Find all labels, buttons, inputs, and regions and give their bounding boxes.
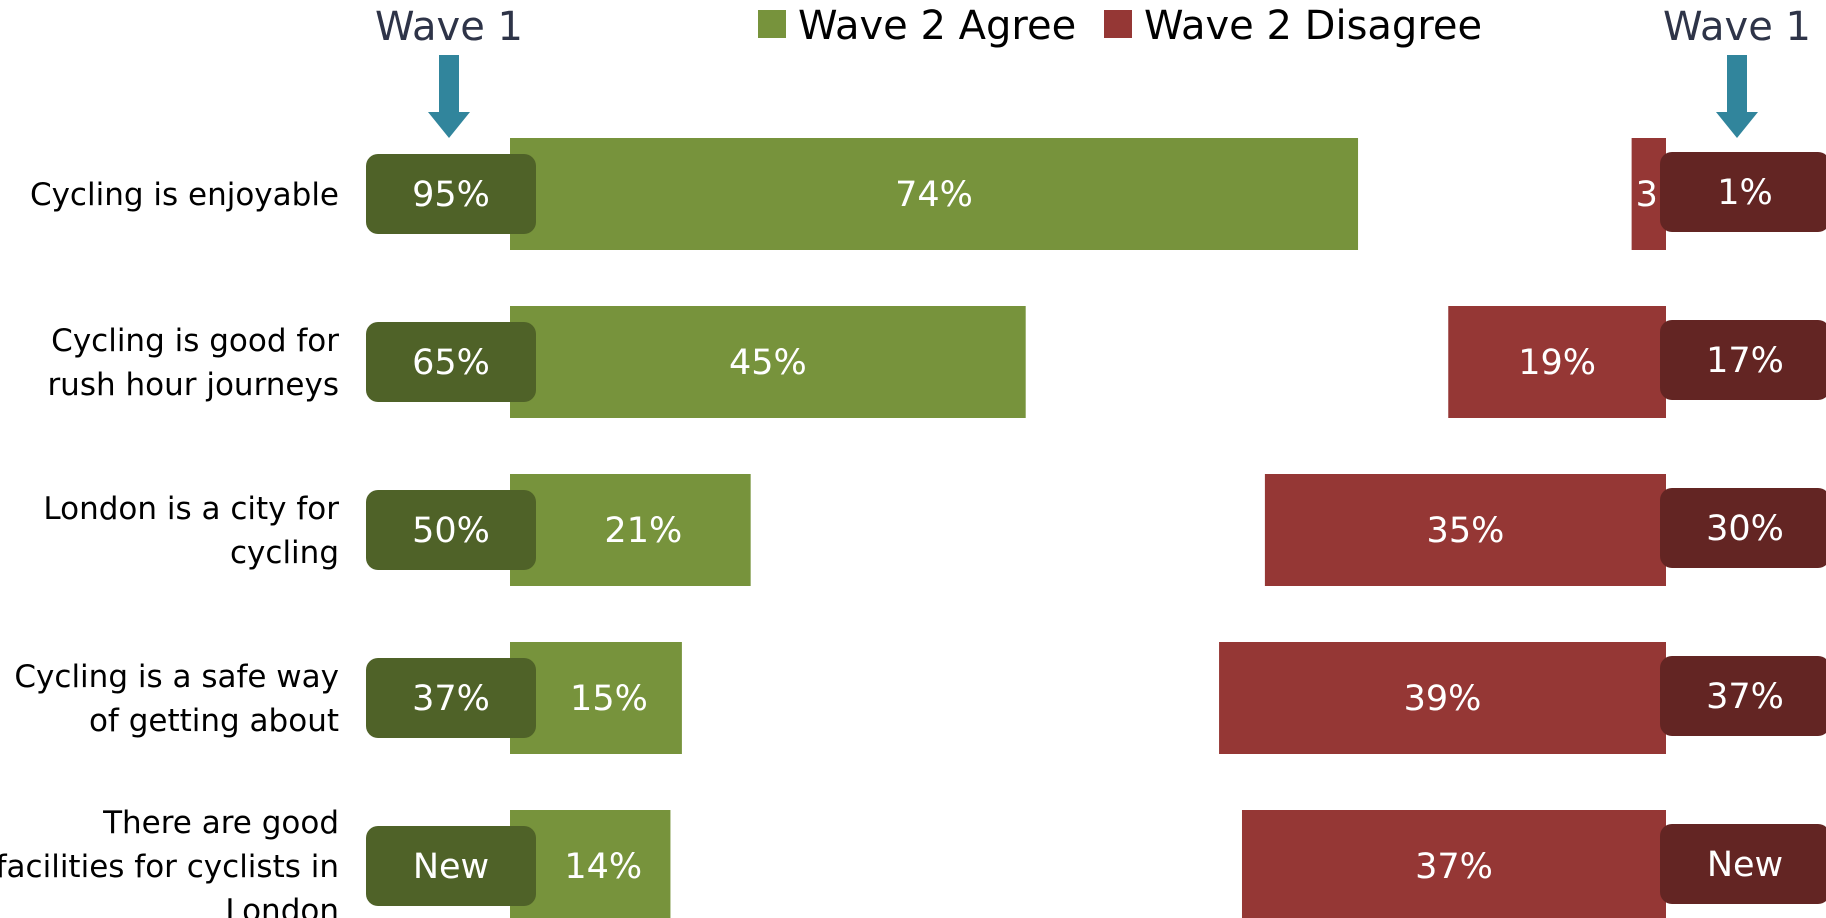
disagree-bar [1264, 474, 1666, 586]
wave1-right-arrow-icon [1716, 55, 1758, 138]
bar-rows: Cycling is enjoyable 74% 3 95% 1% Cycling is … [0, 138, 1826, 918]
wave1-disagree-label: 37% [1706, 677, 1784, 717]
agree-bar [510, 474, 751, 586]
wave1-agree-marker [366, 154, 536, 234]
disagree-value-label: 39% [1404, 679, 1482, 719]
legend-swatch-disagree [1104, 10, 1132, 38]
disagree-value-label: 37% [1415, 847, 1493, 887]
wave1-disagree-marker [1660, 824, 1826, 904]
wave1-disagree-label: 30% [1706, 509, 1784, 549]
disagree-value-label: 19% [1518, 343, 1596, 383]
legend-label-agree: Wave 2 Agree [798, 3, 1076, 49]
wave1-disagree-marker [1660, 320, 1826, 400]
category-label: rush hour journeys [47, 367, 339, 403]
disagree-bar [1219, 642, 1666, 754]
category-label: Cycling is a safe way [14, 659, 339, 695]
disagree-bar [1241, 810, 1666, 918]
wave1-right-label: Wave 1 [1663, 4, 1811, 50]
wave1-disagree-label: New [1707, 845, 1783, 885]
agree-value-label: 21% [604, 511, 682, 551]
category-label: facilities for cyclists in [0, 849, 339, 885]
wave1-disagree-marker [1660, 152, 1826, 232]
disagree-bar [1448, 306, 1666, 418]
wave1-agree-marker [366, 826, 536, 906]
agree-bar [510, 642, 682, 754]
legend-label-disagree: Wave 2 Disagree [1144, 3, 1482, 49]
agree-bar [510, 810, 671, 918]
wave1-disagree-marker [1660, 656, 1826, 736]
agree-value-label: 14% [564, 847, 642, 887]
legend-swatch-agree [758, 10, 786, 38]
wave1-disagree-label: 17% [1706, 341, 1784, 381]
wave1-left-label: Wave 1 [375, 4, 523, 50]
agree-value-label: 15% [570, 679, 648, 719]
agree-value-label: 74% [895, 175, 973, 215]
category-label: of getting about [89, 703, 339, 739]
wave1-left-arrow-icon [428, 55, 470, 138]
category-label: cycling [230, 535, 339, 571]
agree-bar [510, 138, 1359, 250]
category-label: London is a city for [43, 491, 339, 527]
wave1-agree-label: New [413, 847, 489, 887]
wave1-agree-label: 95% [412, 175, 490, 215]
agree-bar [510, 306, 1026, 418]
wave1-agree-label: 37% [412, 679, 490, 719]
wave1-agree-label: 65% [412, 343, 490, 383]
category-label: Cycling is good for [51, 323, 339, 359]
disagree-value-label: 35% [1427, 511, 1505, 551]
wave1-disagree-marker [1660, 488, 1826, 568]
disagree-value-label: 3 [1636, 175, 1658, 215]
wave-markers: Wave 1 Wave 1 [375, 4, 1811, 138]
agree-value-label: 45% [729, 343, 807, 383]
category-label: London [225, 893, 339, 918]
wave1-agree-marker [366, 658, 536, 738]
category-label: Cycling is enjoyable [30, 177, 339, 213]
wave1-agree-marker [366, 322, 536, 402]
legend: Wave 2 Agree Wave 2 Disagree [758, 3, 1482, 49]
wave1-disagree-label: 1% [1717, 173, 1773, 213]
wave1-agree-label: 50% [412, 511, 490, 551]
category-label: There are good [102, 805, 339, 841]
wave1-agree-marker [366, 490, 536, 570]
